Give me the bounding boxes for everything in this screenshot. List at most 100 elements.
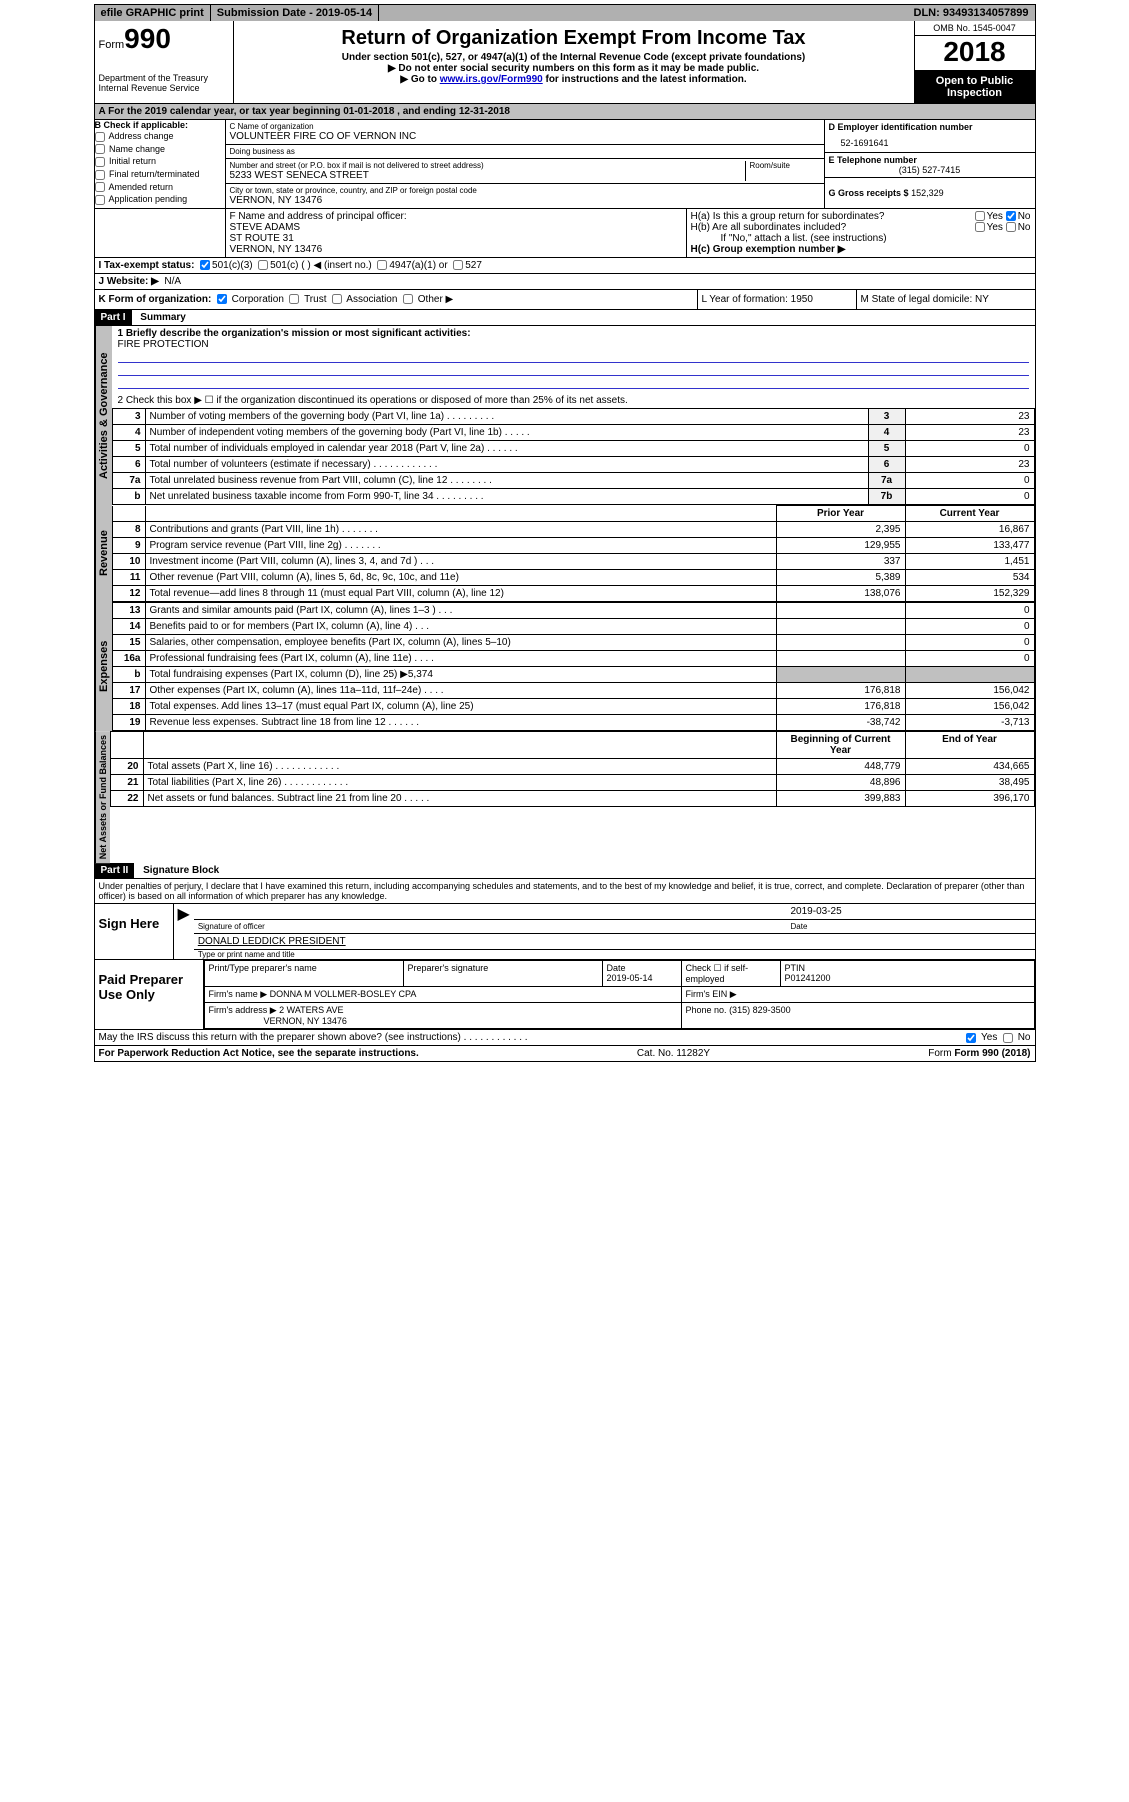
officer-label: F Name and address of principal officer: xyxy=(230,211,682,222)
check-pending[interactable]: Application pending xyxy=(95,193,225,206)
expenses-sidebar: Expenses xyxy=(95,602,112,731)
firm-phone: (315) 829-3500 xyxy=(729,1005,791,1015)
check-corporation[interactable] xyxy=(217,294,227,304)
prep-date: 2019-05-14 xyxy=(607,973,653,983)
ein-label: D Employer identification number xyxy=(829,122,1031,132)
officer-printed-name: DONALD LEDDICK PRESIDENT xyxy=(194,934,1035,950)
netassets-section: Net Assets or Fund Balances Beginning of… xyxy=(95,731,1035,863)
officer-name: STEVE ADAMS xyxy=(230,222,682,233)
hb-yes-no[interactable]: Yes No xyxy=(975,222,1031,233)
sign-here-label: Sign Here xyxy=(95,904,174,959)
check-4947[interactable] xyxy=(377,260,387,270)
check-initial-return[interactable]: Initial return xyxy=(95,155,225,168)
check-527[interactable] xyxy=(453,260,463,270)
check-self-employed[interactable]: Check ☐ if self-employed xyxy=(681,961,780,987)
ein-value: 52-1691641 xyxy=(829,132,1031,150)
table-row: 21Total liabilities (Part X, line 26) . … xyxy=(110,775,1034,791)
governance-table: 3Number of voting members of the governi… xyxy=(112,408,1035,505)
addr-label: Number and street (or P.O. box if mail i… xyxy=(230,161,745,170)
paid-preparer-section: Paid Preparer Use Only Print/Type prepar… xyxy=(95,960,1035,1030)
table-row: 10Investment income (Part VIII, column (… xyxy=(112,554,1034,570)
gross-receipts-label: G Gross receipts $ xyxy=(829,188,909,198)
sign-here-section: Sign Here ▶ 2019-03-25 Signature of offi… xyxy=(95,904,1035,960)
firm-name: DONNA M VOLLMER-BOSLEY CPA xyxy=(270,989,417,999)
current-year-header: Current Year xyxy=(905,506,1034,522)
check-501c3[interactable] xyxy=(200,260,210,270)
table-row: 18Total expenses. Add lines 13–17 (must … xyxy=(112,699,1034,715)
dba-label: Doing business as xyxy=(230,147,820,156)
check-name-change[interactable]: Name change xyxy=(95,143,225,156)
section-b-label: B Check if applicable: xyxy=(95,120,225,130)
efile-label[interactable]: efile GRAPHIC print xyxy=(95,5,211,21)
hc-label: H(c) Group exemption number ▶ xyxy=(691,244,1031,255)
section-a: A For the 2019 calendar year, or tax yea… xyxy=(95,104,1035,120)
firm-city: VERNON, NY 13476 xyxy=(264,1016,347,1026)
cat-no: Cat. No. 11282Y xyxy=(637,1048,710,1059)
begin-year-header: Beginning of Current Year xyxy=(776,732,905,759)
k-label: K Form of organization: xyxy=(99,294,212,305)
line1-label: 1 Briefly describe the organization's mi… xyxy=(118,328,1029,339)
prior-year-header: Prior Year xyxy=(776,506,905,522)
website-value: N/A xyxy=(164,276,181,287)
footer: For Paperwork Reduction Act Notice, see … xyxy=(95,1046,1035,1061)
prep-sig-label: Preparer's signature xyxy=(403,961,602,987)
table-row: 15Salaries, other compensation, employee… xyxy=(112,635,1034,651)
table-row: 8Contributions and grants (Part VIII, li… xyxy=(112,522,1034,538)
discuss-yes-no[interactable]: Yes No xyxy=(966,1032,1030,1043)
officer-group-row: F Name and address of principal officer:… xyxy=(95,209,1035,258)
part1-title: Summary xyxy=(134,310,192,325)
ha-yes-no[interactable]: Yes No xyxy=(975,211,1031,222)
city-state-zip: VERNON, NY 13476 xyxy=(230,195,820,206)
website-row: J Website: ▶ N/A xyxy=(95,274,1035,290)
state-domicile: M State of legal domicile: NY xyxy=(856,290,1035,309)
dept-treasury: Department of the Treasury xyxy=(99,73,229,83)
note2-prefix: ▶ Go to xyxy=(400,74,439,85)
check-address-change[interactable]: Address change xyxy=(95,130,225,143)
table-row: 6Total number of volunteers (estimate if… xyxy=(112,457,1034,473)
check-501c[interactable] xyxy=(258,260,268,270)
part2-title: Signature Block xyxy=(137,863,225,878)
discuss-row: May the IRS discuss this return with the… xyxy=(95,1030,1035,1046)
revenue-sidebar: Revenue xyxy=(95,505,112,602)
check-association[interactable] xyxy=(332,294,342,304)
form-header: Form990 Department of the Treasury Inter… xyxy=(95,21,1035,104)
table-row: 4Number of independent voting members of… xyxy=(112,425,1034,441)
table-row: 12Total revenue—add lines 8 through 11 (… xyxy=(112,586,1034,602)
ha-label: H(a) Is this a group return for subordin… xyxy=(691,211,975,222)
mission-text: FIRE PROTECTION xyxy=(118,339,1029,350)
check-amended[interactable]: Amended return xyxy=(95,181,225,194)
form-note1: ▶ Do not enter social security numbers o… xyxy=(238,63,910,74)
table-row: bNet unrelated business taxable income f… xyxy=(112,489,1034,505)
table-row: 20Total assets (Part X, line 16) . . . .… xyxy=(110,759,1034,775)
perjury-text: Under penalties of perjury, I declare th… xyxy=(95,879,1035,904)
form-subtitle: Under section 501(c), 527, or 4947(a)(1)… xyxy=(238,52,910,63)
table-row: 19Revenue less expenses. Subtract line 1… xyxy=(112,715,1034,731)
tax-exempt-label: I Tax-exempt status: xyxy=(99,260,195,271)
form-org-row: K Form of organization: Corporation Trus… xyxy=(95,290,1035,310)
sign-arrow-icon: ▶ xyxy=(174,904,194,959)
entity-info: B Check if applicable: Address change Na… xyxy=(95,120,1035,209)
omb-number: OMB No. 1545-0047 xyxy=(915,21,1035,36)
part2-header-row: Part II Signature Block xyxy=(95,863,1035,879)
form-990: efile GRAPHIC print Submission Date - 20… xyxy=(94,4,1036,1062)
paperwork-notice: For Paperwork Reduction Act Notice, see … xyxy=(99,1048,419,1059)
check-final-return[interactable]: Final return/terminated xyxy=(95,168,225,181)
firm-addr: 2 WATERS AVE xyxy=(279,1005,343,1015)
table-row: 22Net assets or fund balances. Subtract … xyxy=(110,791,1034,807)
phone-value: (315) 527-7415 xyxy=(829,165,1031,175)
dln: DLN: 93493134057899 xyxy=(908,5,1035,21)
submission-date: Submission Date - 2019-05-14 xyxy=(211,5,379,21)
table-row: 5Total number of individuals employed in… xyxy=(112,441,1034,457)
hb-label: H(b) Are all subordinates included? xyxy=(691,222,975,233)
table-row: bTotal fundraising expenses (Part IX, co… xyxy=(112,667,1034,683)
table-row: 3Number of voting members of the governi… xyxy=(112,409,1034,425)
table-row: 7aTotal unrelated business revenue from … xyxy=(112,473,1034,489)
form-ref: Form Form 990 (2018) xyxy=(928,1048,1030,1059)
check-trust[interactable] xyxy=(289,294,299,304)
phone-label: E Telephone number xyxy=(829,155,1031,165)
paid-preparer-label: Paid Preparer Use Only xyxy=(95,960,204,1029)
table-row: 16aProfessional fundraising fees (Part I… xyxy=(112,651,1034,667)
website-label: J Website: ▶ xyxy=(99,276,159,287)
irs-link[interactable]: www.irs.gov/Form990 xyxy=(440,74,543,85)
check-other[interactable] xyxy=(403,294,413,304)
